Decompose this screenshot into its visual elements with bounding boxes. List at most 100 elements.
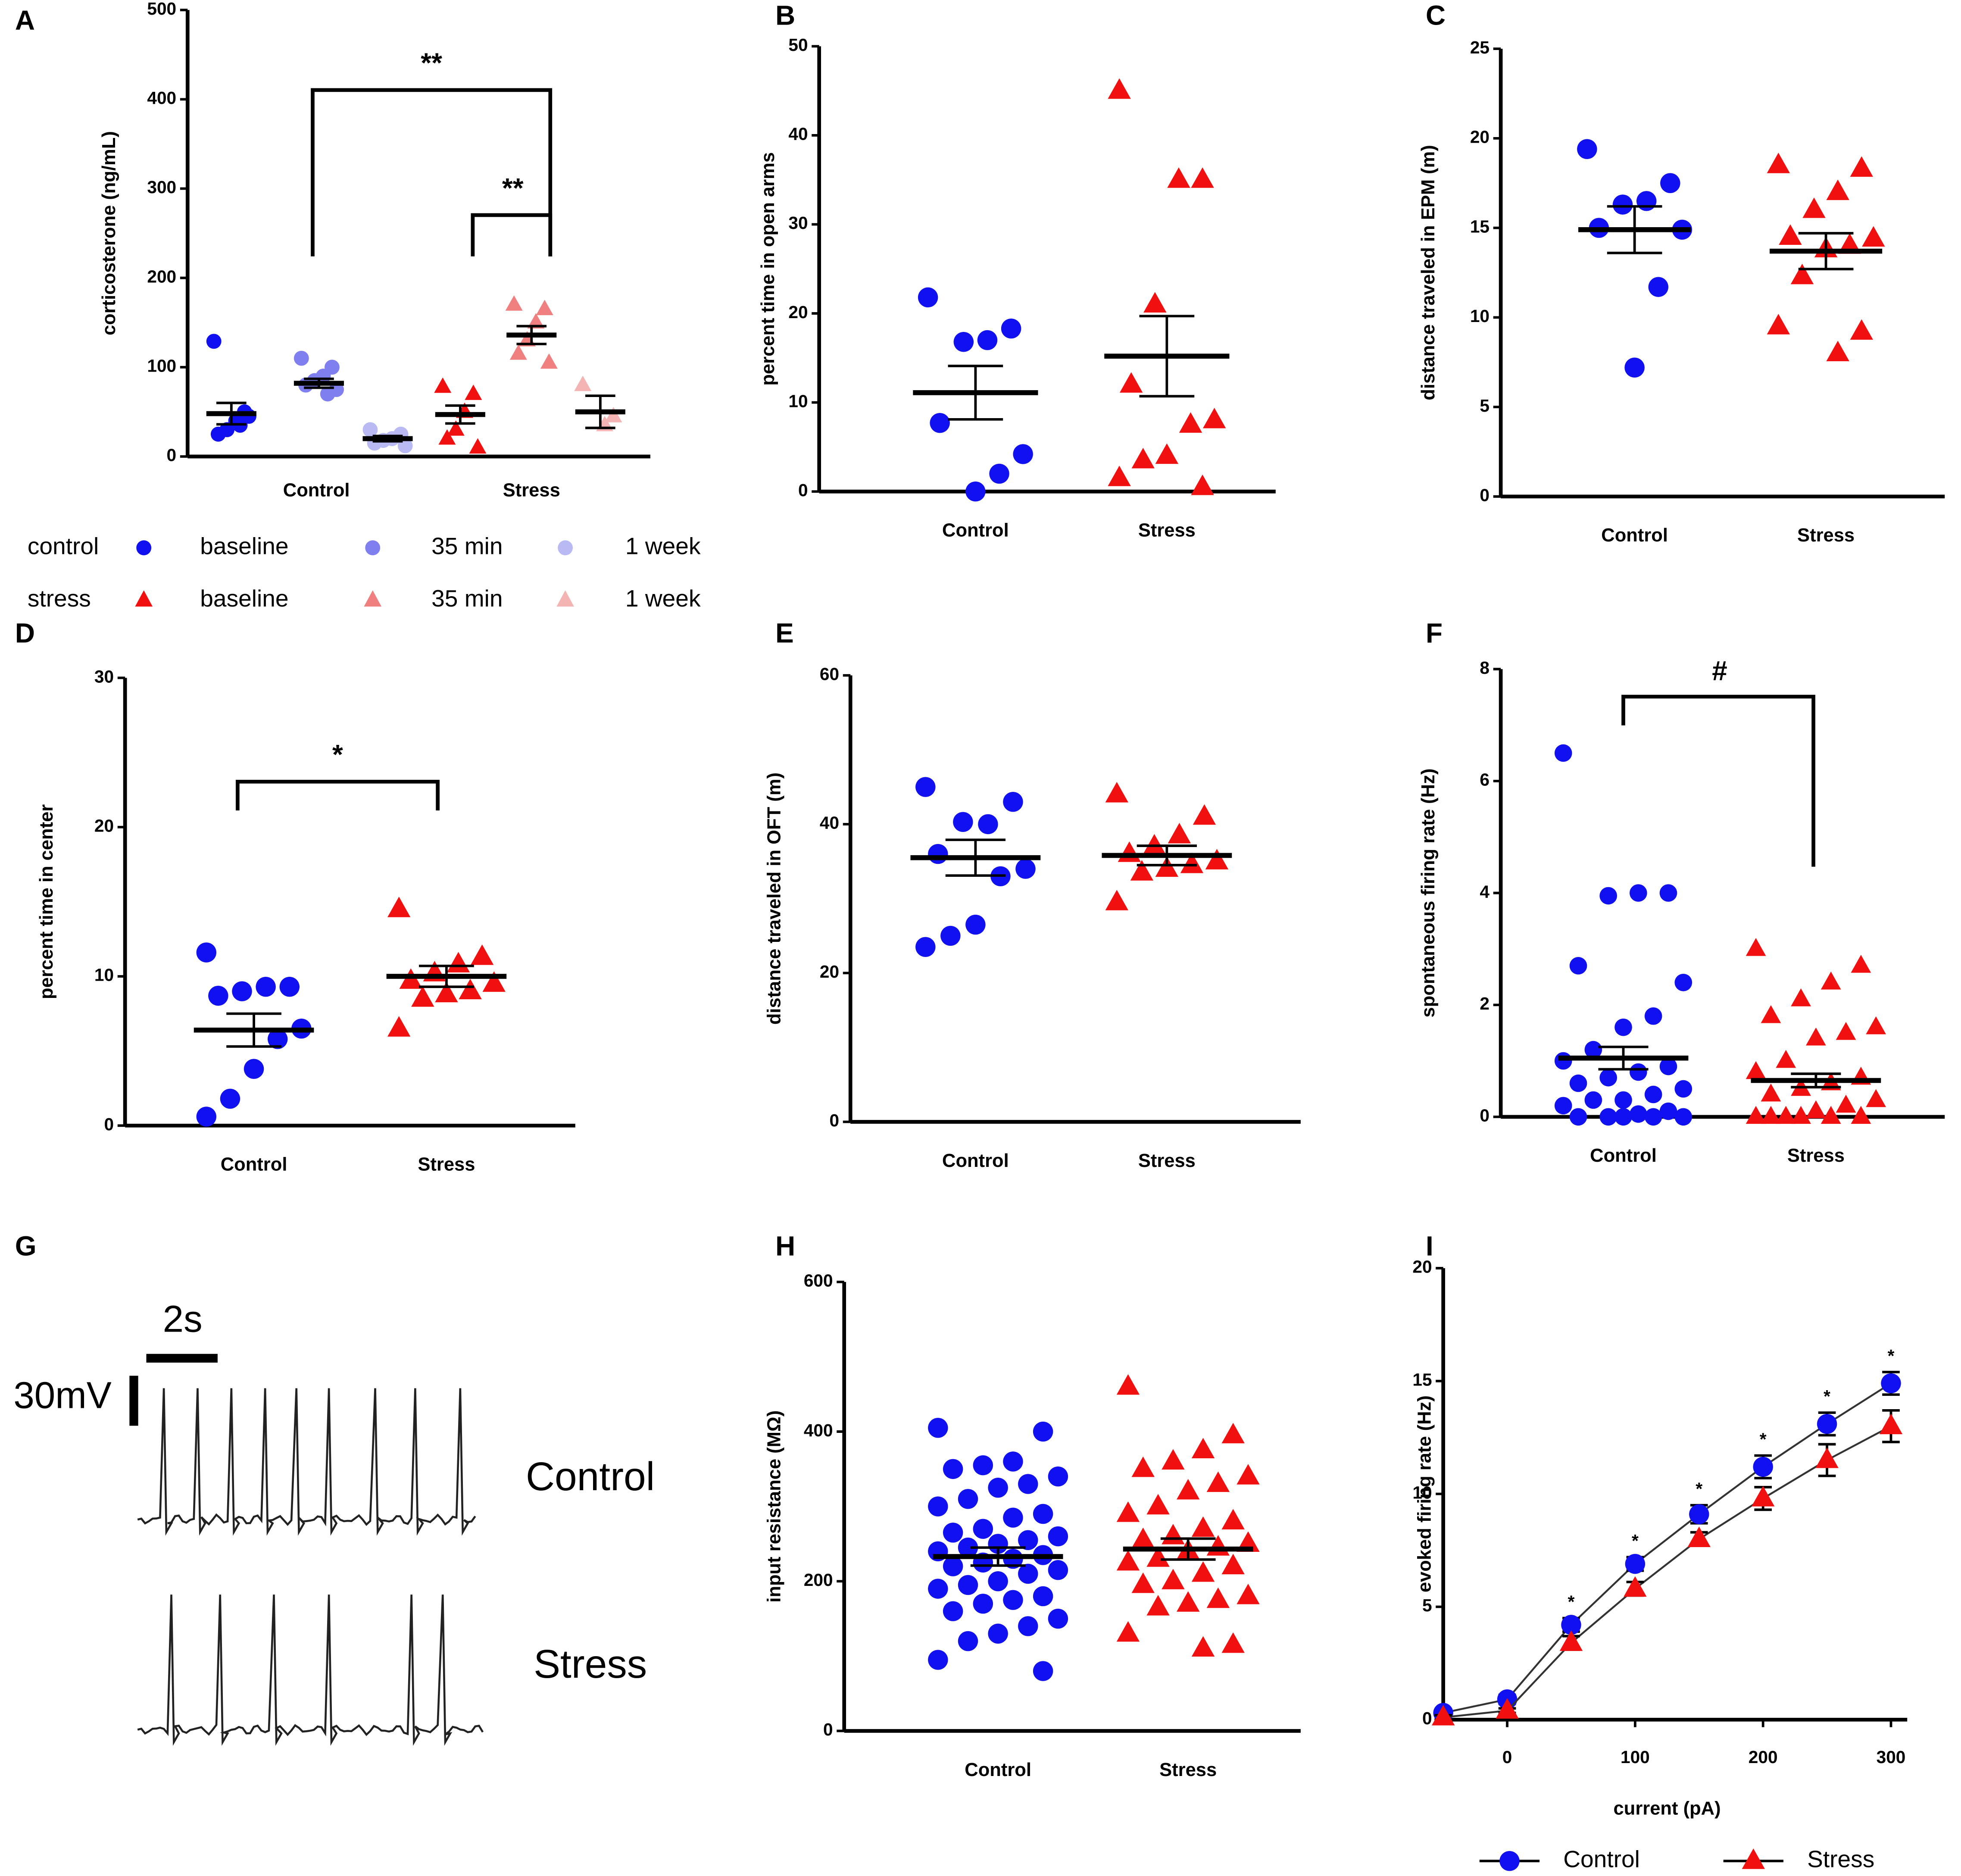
data-point	[1131, 1456, 1155, 1477]
data-point	[1644, 1085, 1662, 1104]
data-point	[1826, 179, 1849, 200]
time-scale-label: 2s	[163, 1298, 203, 1340]
data-point	[1630, 1063, 1647, 1081]
data-point	[411, 986, 434, 1007]
data-point	[1155, 856, 1179, 877]
y-tick-label: 0	[1480, 1106, 1489, 1126]
panel-label: A	[15, 5, 35, 36]
data-point	[1802, 197, 1826, 218]
data-point	[1881, 1373, 1901, 1394]
legend-label: control	[28, 532, 99, 559]
y-tick-label: 200	[804, 1570, 833, 1590]
y-tick-label: 0	[1480, 485, 1489, 505]
data-point	[1105, 782, 1128, 803]
data-point	[1826, 341, 1849, 362]
y-tick-label: 60	[820, 664, 839, 684]
y-tick-label: 6	[1480, 770, 1489, 790]
data-point	[1033, 1504, 1053, 1524]
control-trace	[137, 1388, 476, 1536]
data-point	[915, 777, 936, 797]
data-point	[1767, 314, 1790, 335]
data-point	[1554, 1052, 1572, 1070]
data-point	[1108, 78, 1131, 99]
data-point	[1162, 1449, 1185, 1470]
data-point	[1554, 744, 1572, 762]
x-tick-label: Control	[965, 1760, 1031, 1780]
data-point	[1191, 1636, 1215, 1657]
data-point	[1659, 1057, 1677, 1076]
y-tick-label: 20	[1470, 127, 1489, 147]
y-tick-label: 10	[94, 965, 114, 985]
data-point	[1116, 1550, 1140, 1571]
data-point	[459, 979, 482, 1000]
data-point	[1659, 884, 1677, 902]
significance-bracket	[235, 779, 440, 811]
significance-label: *	[1888, 1346, 1895, 1366]
y-tick-label: 0	[167, 445, 177, 465]
data-point	[1221, 1509, 1245, 1529]
y-tick-label: 4	[1480, 882, 1489, 901]
data-point	[447, 420, 465, 436]
data-point	[1862, 226, 1885, 247]
data-point	[1048, 1560, 1068, 1580]
legend-symbol	[365, 540, 381, 556]
y-tick-label: 100	[147, 356, 176, 376]
data-point	[977, 330, 998, 350]
data-point	[447, 952, 470, 972]
data-point	[1003, 1507, 1023, 1528]
legend-label: 35 min	[431, 532, 503, 559]
data-point	[1674, 1080, 1692, 1098]
data-point	[232, 981, 252, 1001]
data-point	[1180, 852, 1204, 873]
data-point	[1221, 1554, 1245, 1575]
y-tick-label: 25	[1470, 38, 1489, 57]
data-point	[953, 331, 974, 352]
y-axis-label: evoked firing rate (Hz)	[1415, 1395, 1435, 1592]
voltage-scale-label: 30mV	[13, 1375, 111, 1416]
y-axis-label: input resistance (MΩ)	[764, 1410, 785, 1603]
data-point	[1167, 167, 1190, 188]
y-tick-label: 40	[788, 124, 808, 144]
data-point	[509, 344, 527, 360]
data-point	[1143, 292, 1167, 313]
x-tick-label: Control	[283, 480, 350, 501]
data-point	[965, 482, 986, 502]
data-point	[1143, 834, 1166, 855]
panel-label: H	[775, 1230, 795, 1261]
panel-label: B	[775, 0, 795, 31]
data-point	[1554, 1097, 1572, 1115]
data-point	[220, 1088, 240, 1109]
data-point	[435, 982, 458, 1003]
x-tick-label: Control	[942, 1151, 1009, 1171]
data-point	[1836, 1022, 1856, 1040]
data-point	[536, 300, 553, 316]
data-point	[196, 942, 217, 963]
data-point	[256, 976, 276, 997]
data-point	[1625, 1554, 1646, 1574]
data-point	[1018, 1474, 1038, 1494]
y-tick-label: 15	[1470, 216, 1489, 236]
x-tick-label: Control	[1601, 525, 1668, 546]
x-tick-label: Stress	[1138, 520, 1196, 541]
data-point	[1146, 1546, 1170, 1567]
data-point	[1791, 1106, 1811, 1124]
data-point	[1155, 443, 1179, 464]
data-point	[1105, 890, 1128, 910]
data-point	[988, 1571, 1008, 1591]
data-point	[1584, 1041, 1602, 1059]
data-point	[1048, 1608, 1068, 1629]
data-point	[1820, 1106, 1841, 1124]
x-tick-label: Stress	[1797, 525, 1855, 546]
panel-label: C	[1426, 0, 1446, 31]
data-point	[953, 812, 973, 832]
data-point	[1116, 1501, 1140, 1522]
y-axis-label: spontaneous firing rate (Hz)	[1418, 769, 1439, 1018]
y-tick-label: 500	[147, 0, 176, 19]
data-point	[988, 1534, 1008, 1554]
legend-label: 35 min	[431, 585, 503, 612]
data-point	[1761, 1106, 1781, 1124]
data-point	[1866, 1016, 1886, 1035]
data-point	[1790, 263, 1814, 285]
